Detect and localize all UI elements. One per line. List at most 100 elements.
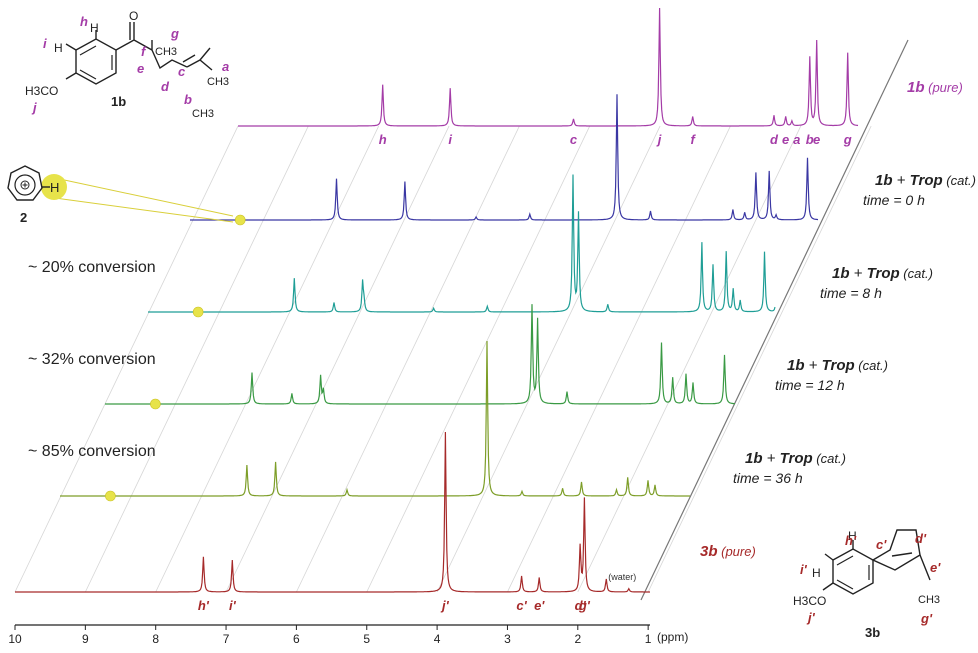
grid-line xyxy=(14,125,239,593)
atom-h-trop: H xyxy=(50,180,59,195)
atom-h-h3b: H xyxy=(848,529,857,543)
time-label-s0h: time = 0 h xyxy=(863,192,925,208)
x-tick-label: 10 xyxy=(8,632,22,646)
structure-tropylium xyxy=(7,165,234,223)
peak-label: g' xyxy=(578,598,591,613)
conversion-label-s8h: ~ 20% conversion xyxy=(28,259,156,276)
peak-label: e xyxy=(813,132,820,147)
lbl-h: h xyxy=(80,14,88,29)
atom-h-i: H xyxy=(54,41,63,55)
peak-label: e xyxy=(782,132,789,147)
stack-frame-line xyxy=(640,39,909,601)
grid-line xyxy=(507,125,731,593)
grid-line xyxy=(436,125,661,593)
lbl-a: a xyxy=(222,59,229,74)
spectra xyxy=(15,7,859,593)
charge-circle xyxy=(20,180,30,190)
spectrum-label-s1b: 1b (pure) xyxy=(907,79,963,96)
x-tick-label: 2 xyxy=(574,632,581,646)
cyclopentene-3b xyxy=(871,529,921,571)
lbl-e3b: e' xyxy=(930,560,941,575)
x-tick-label: 7 xyxy=(223,632,230,646)
atom-me-3b: CH3 xyxy=(918,594,940,606)
conversion-label-s36h: ~ 85% conversion xyxy=(28,443,156,460)
atom-ome-1b: H3CO xyxy=(25,84,58,98)
tropylium-markers xyxy=(105,214,246,502)
structure-labels-1b: a b c d e f g h i j xyxy=(31,14,229,115)
peak-label: d' xyxy=(575,598,587,613)
spectrum-trace-s36h xyxy=(60,340,690,497)
lbl-g3b: g' xyxy=(920,611,933,626)
peak-labels: h i c j f d e a b e gh' i' j' c' e' d'g'(water) xyxy=(198,132,852,613)
conversion-label-s12h: ~ 32% conversion xyxy=(28,351,156,368)
grid-line xyxy=(155,125,380,593)
x-tick-label: 1 xyxy=(645,632,652,646)
time-label-s12h: time = 12 h xyxy=(775,377,845,393)
grid-line xyxy=(366,125,591,593)
spectrum-label-s3b: 3b (pure) xyxy=(700,543,756,560)
atom-h-i3b: H xyxy=(812,566,821,580)
tropylium-marker xyxy=(105,490,116,502)
lbl-d3b: d' xyxy=(915,531,927,546)
x-tick-label: 8 xyxy=(152,632,159,646)
spectrum-label-s0h: 1b + Trop (cat.) xyxy=(875,172,976,189)
tropylium-marker xyxy=(150,398,161,410)
spectrum-trace-s12h xyxy=(105,304,736,405)
grid-line xyxy=(647,125,872,593)
peak-label: a xyxy=(793,132,800,147)
zoom-line-bottom xyxy=(54,197,234,223)
structure-1b xyxy=(65,22,213,85)
grid-line xyxy=(296,125,520,593)
x-tick-label: 6 xyxy=(293,632,300,646)
time-label-s36h: time = 36 h xyxy=(733,470,803,486)
peak-label: g xyxy=(843,132,852,147)
aromatic-circle xyxy=(14,174,36,196)
lbl-g: g xyxy=(170,26,179,41)
lbl-i: i xyxy=(43,36,47,51)
bonds-1b xyxy=(65,22,213,80)
lbl-j3b: j' xyxy=(806,610,816,625)
structure-labels-3b: c' d' e' g' h' i' j' xyxy=(800,531,941,626)
lbl-e: e xyxy=(137,61,144,76)
grid-line xyxy=(84,125,309,593)
x-tick-label: 3 xyxy=(504,632,511,646)
structure-3b xyxy=(822,529,931,595)
lbl-d: d xyxy=(161,79,170,94)
peak-label: j' xyxy=(440,598,450,613)
spectrum-trace-s8h xyxy=(148,174,776,313)
grid-line xyxy=(577,125,802,593)
lbl-c3b: c' xyxy=(876,537,887,552)
peak-label: c' xyxy=(516,598,527,613)
zoom-line-top xyxy=(54,177,234,217)
benzene-ring-3b xyxy=(832,548,874,595)
peak-label: i xyxy=(448,132,452,147)
spectrum-trace-s3b xyxy=(15,431,650,593)
lbl-c: c xyxy=(178,64,186,79)
conversion-labels: ~ 20% conversion ~ 32% conversion ~ 85% co… xyxy=(28,259,156,460)
atom-o-1b: O xyxy=(129,9,138,23)
lbl-j: j xyxy=(31,100,37,115)
structure-name-3b: 3b xyxy=(865,625,880,640)
atom-ome-3b: H3CO xyxy=(793,594,826,608)
atom-me-g: CH3 xyxy=(155,46,177,58)
peak-label: d xyxy=(770,132,779,147)
peak-label: h xyxy=(379,132,387,147)
annotation-water: (water) xyxy=(608,572,636,582)
atom-me-b: CH3 xyxy=(192,108,214,120)
tropylium-marker xyxy=(192,306,204,318)
structure-name-1b: 1b xyxy=(111,94,126,109)
lbl-f: f xyxy=(141,44,147,59)
x-tick-label: 9 xyxy=(82,632,89,646)
peak-label: i' xyxy=(229,598,237,613)
x-tick-label: 4 xyxy=(434,632,441,646)
structure-name-2: 2 xyxy=(20,210,27,225)
spectrum-trace-s1b xyxy=(238,7,859,127)
benzene-ring-1b xyxy=(75,38,117,85)
peak-label: f xyxy=(690,132,696,147)
x-axis-label: (ppm) xyxy=(657,630,688,644)
lbl-i3b: i' xyxy=(800,562,808,577)
lbl-b: b xyxy=(184,92,192,107)
peak-label: b xyxy=(806,132,814,147)
x-axis: 10 9 8 7 6 5 4 3 2 1 xyxy=(8,624,652,646)
